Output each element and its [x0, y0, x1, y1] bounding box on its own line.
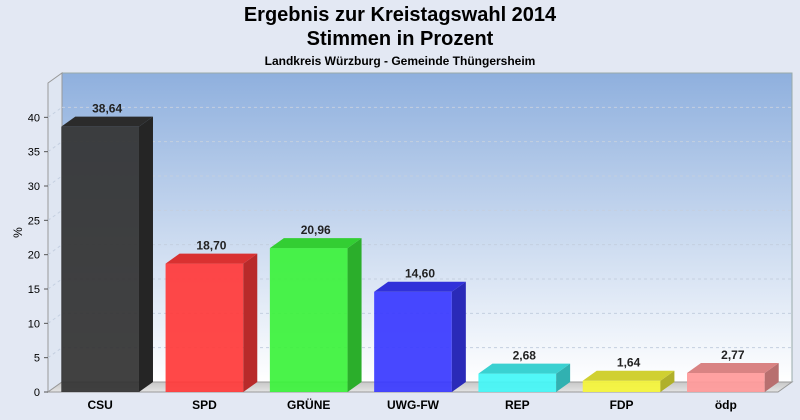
grid-line-side: [47, 278, 63, 290]
y-tick-label: 35: [28, 147, 40, 159]
y-tick-label: 40: [28, 112, 40, 124]
bar-top: [687, 362, 779, 373]
grid-line-side: [47, 175, 63, 187]
bar-top: [61, 116, 153, 127]
bar-rep: 2,68: [478, 349, 571, 392]
y-tick-label: 25: [28, 215, 40, 227]
x-tick-label: GRÜNE: [287, 397, 330, 412]
bar-top: [582, 370, 675, 381]
chart-title: Ergebnis zur Kreistagswahl 2014: [243, 4, 557, 26]
bar-top: [165, 253, 258, 264]
bar-side: [451, 281, 466, 392]
grid-line-side: [47, 141, 63, 153]
bar-top: [269, 238, 362, 249]
y-tick-label: 15: [28, 284, 40, 296]
chart-region-subtitle: Landkreis Würzburg - Gemeinde Thüngershe…: [264, 54, 536, 68]
bar-front: [61, 126, 139, 392]
y-tick-label: 30: [28, 181, 40, 193]
grid-line-side: [47, 312, 63, 324]
bar-front: [687, 372, 765, 392]
chart-titles: Ergebnis zur Kreistagswahl 2014 Stimmen …: [0, 0, 800, 69]
bar-ödp: 2,77: [687, 348, 779, 392]
x-tick-label: FDP: [610, 398, 634, 412]
bar-side: [556, 363, 571, 392]
bar-value-label: 2,68: [513, 349, 537, 363]
bar-front: [478, 373, 557, 392]
bar-uwg-fw: 14,60: [374, 267, 466, 392]
bar-side: [347, 238, 362, 392]
y-axis: 0 5 10 15 20 25 30 35 40%: [11, 112, 48, 399]
grid-line-side: [47, 347, 63, 359]
x-tick-label: UWG-FW: [387, 398, 440, 412]
y-tick-label: 0: [34, 387, 40, 399]
plot-side-wall: [47, 72, 63, 393]
bar-value-label: 14,60: [405, 267, 435, 281]
bar-side: [138, 116, 153, 392]
y-axis-label: %: [11, 227, 25, 238]
x-tick-label: SPD: [192, 398, 217, 412]
grid-line-side: [47, 106, 63, 118]
grid-line-side: [47, 244, 63, 256]
bar-value-label: 2,77: [721, 348, 745, 362]
bar-top: [374, 281, 466, 292]
bar-front: [374, 291, 452, 392]
y-tick-label: 5: [34, 353, 40, 365]
bar-side: [764, 362, 779, 392]
bar-front: [582, 380, 661, 392]
y-tick-label: 20: [28, 250, 40, 262]
bar-csu: 38,64: [61, 102, 153, 392]
bar-value-label: 20,96: [301, 223, 331, 237]
bar-spd: 18,70: [165, 239, 258, 392]
bar-value-label: 38,64: [92, 102, 122, 116]
bar-value-label: 1,64: [617, 356, 641, 370]
bar-fdp: 1,64: [582, 356, 675, 392]
x-tick-label: REP: [505, 398, 530, 412]
bar-side: [660, 370, 675, 392]
bar-front: [269, 248, 348, 392]
grid-line-side: [47, 209, 63, 221]
bar-top: [478, 363, 571, 374]
x-tick-label: ödp: [715, 398, 737, 412]
x-tick-label: CSU: [87, 398, 112, 412]
bar-side: [243, 253, 258, 392]
bar-front: [165, 263, 244, 392]
bar-grüne: 20,96: [269, 223, 362, 392]
bars: 38,64 18,70 20,96 14,60 2,68 1,64 2,77: [61, 102, 779, 392]
chart-subtitle: Stimmen in Prozent: [306, 28, 494, 50]
bar-value-label: 18,70: [196, 239, 226, 253]
x-axis: CSU SPD GRÜNE UWG-FW REP FDP ödp: [87, 397, 736, 412]
y-tick-label: 10: [28, 318, 40, 330]
